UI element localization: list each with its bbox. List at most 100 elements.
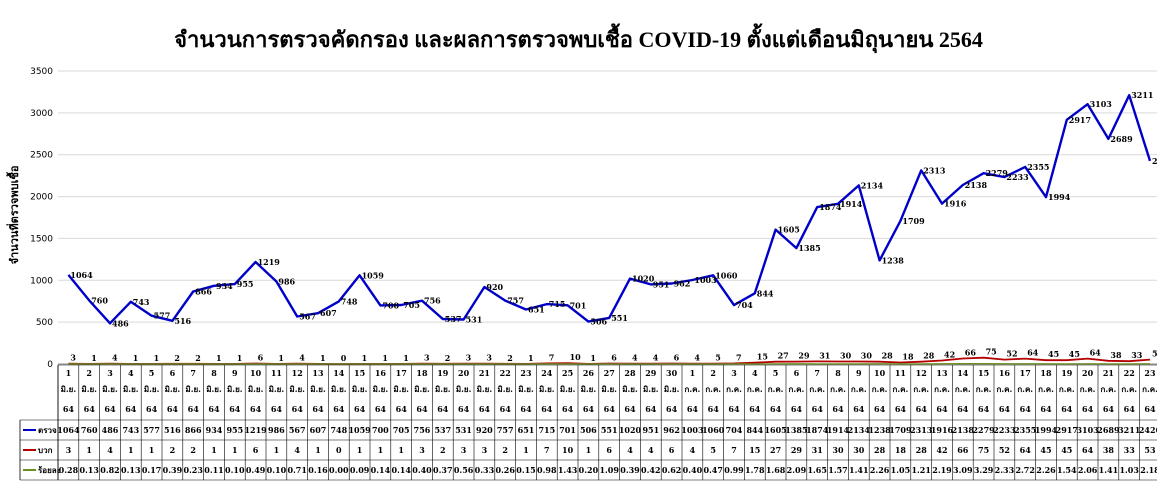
table-cell: 2134 — [848, 425, 871, 435]
data-label-tested: 1874 — [819, 202, 842, 212]
data-label-tested: 486 — [112, 318, 129, 328]
data-label-positive: 1 — [154, 353, 160, 363]
table-cell: 1709 — [889, 425, 912, 435]
x-tick-month: ก.ค. — [1142, 384, 1157, 394]
x-tick-year: 64 — [125, 404, 137, 414]
data-label-positive: 10 — [570, 352, 582, 362]
data-label-tested: 2355 — [1027, 162, 1049, 172]
data-label-tested: 567 — [299, 312, 316, 322]
x-tick-month: มิ.ย. — [269, 384, 285, 394]
x-tick-month: มิ.ย. — [248, 384, 264, 394]
table-cell: 0.98 — [537, 465, 557, 475]
table-cell: 962 — [663, 425, 680, 435]
chart-title: จำนวนการตรวจคัดกรอง และผลการตรวจพบเชื้อ … — [174, 27, 983, 52]
data-label-positive: 64 — [1090, 348, 1102, 358]
table-cell: 1060 — [702, 425, 725, 435]
x-tick-day: 30 — [666, 368, 678, 378]
x-tick-day: 22 — [500, 368, 511, 378]
x-tick-year: 64 — [63, 404, 75, 414]
x-tick-day: 2 — [710, 368, 716, 378]
data-label-positive: 45 — [1048, 349, 1059, 359]
x-tick-month: มิ.ย. — [393, 384, 409, 394]
x-tick-year: 64 — [978, 404, 990, 414]
data-label-positive: 1 — [91, 353, 97, 363]
table-cell: 1.05 — [891, 465, 910, 475]
y-tick-label: 1500 — [30, 234, 53, 244]
table-cell: 0.09 — [350, 465, 370, 475]
data-label-tested: 2426 — [1152, 156, 1157, 166]
x-tick-year: 64 — [562, 404, 574, 414]
x-tick-day: 5 — [773, 368, 779, 378]
table-cell: 31 — [812, 445, 823, 455]
x-tick-month: มิ.ย. — [373, 384, 389, 394]
table-cell: 4 — [294, 445, 300, 455]
table-cell: 1.78 — [745, 465, 765, 475]
x-tick-day: 2 — [86, 368, 92, 378]
table-cell: 1064 — [57, 425, 80, 435]
data-label-positive: 6 — [674, 352, 680, 362]
data-label-tested: 700 — [382, 300, 399, 310]
x-tick-year: 64 — [312, 404, 324, 414]
table-cell: 0.99 — [724, 465, 744, 475]
data-label-tested: 3103 — [1090, 99, 1113, 109]
x-tick-day: 5 — [149, 368, 155, 378]
x-tick-year: 64 — [354, 404, 366, 414]
x-tick-day: 14 — [957, 368, 969, 378]
table-cell: 1059 — [348, 425, 371, 435]
x-tick-year: 64 — [957, 404, 969, 414]
table-cell: 28 — [874, 445, 886, 455]
table-cell: 0.42 — [641, 465, 660, 475]
x-tick-month: ก.ค. — [830, 384, 846, 394]
x-tick-year: 64 — [1082, 404, 1094, 414]
x-tick-day: 10 — [874, 368, 886, 378]
data-label-tested: 2917 — [1069, 115, 1091, 125]
table-cell: 2.09 — [787, 465, 807, 475]
table-cell: 52 — [999, 445, 1010, 455]
table-cell: 700 — [372, 425, 389, 435]
table-cell: 537 — [434, 425, 451, 435]
x-tick-day: 1 — [66, 368, 72, 378]
x-tick-month: มิ.ย. — [352, 384, 368, 394]
table-cell: 1003 — [681, 425, 704, 435]
legend-label: ร้อยละ — [38, 465, 61, 475]
x-tick-month: ก.ค. — [1101, 384, 1117, 394]
data-label-tested: 748 — [341, 296, 358, 306]
table-cell: 2355 — [1014, 425, 1036, 435]
x-tick-day: 11 — [271, 368, 282, 378]
table-cell: 64 — [1020, 445, 1032, 455]
x-tick-year: 64 — [936, 404, 948, 414]
data-label-tested: 743 — [133, 297, 150, 307]
table-cell: 3 — [66, 445, 72, 455]
table-cell: 2.06 — [1078, 465, 1098, 475]
table-cell: 42 — [936, 445, 947, 455]
table-cell: 1.43 — [558, 465, 578, 475]
table-cell: 743 — [122, 425, 139, 435]
table-cell: 920 — [476, 425, 493, 435]
table-cell: 0.62 — [662, 465, 681, 475]
table-cell: 4 — [648, 445, 654, 455]
data-label-tested: 756 — [424, 296, 441, 306]
table-cell: 844 — [746, 425, 763, 435]
data-label-positive: 2 — [174, 353, 180, 363]
x-tick-year: 64 — [292, 404, 304, 414]
x-tick-day: 28 — [624, 368, 636, 378]
x-tick-day: 16 — [375, 368, 387, 378]
data-label-tested: 516 — [174, 316, 191, 326]
data-label-positive: 6 — [611, 352, 617, 362]
table-cell: 2689 — [1097, 425, 1120, 435]
table-cell: 0.40 — [683, 465, 703, 475]
data-label-positive: 4 — [632, 353, 638, 363]
table-cell: 1238 — [868, 425, 891, 435]
table-cell: 45 — [1061, 445, 1072, 455]
data-label-tested: 3211 — [1131, 90, 1153, 100]
data-label-positive: 4 — [299, 353, 305, 363]
data-label-tested: 1916 — [944, 199, 967, 209]
table-cell: 756 — [414, 425, 431, 435]
table-cell: 53 — [1144, 445, 1156, 455]
series-lines — [67, 93, 1152, 365]
x-tick-month: มิ.ย. — [289, 384, 305, 394]
x-tick-year: 64 — [167, 404, 179, 414]
data-label-positive: 1 — [382, 353, 388, 363]
